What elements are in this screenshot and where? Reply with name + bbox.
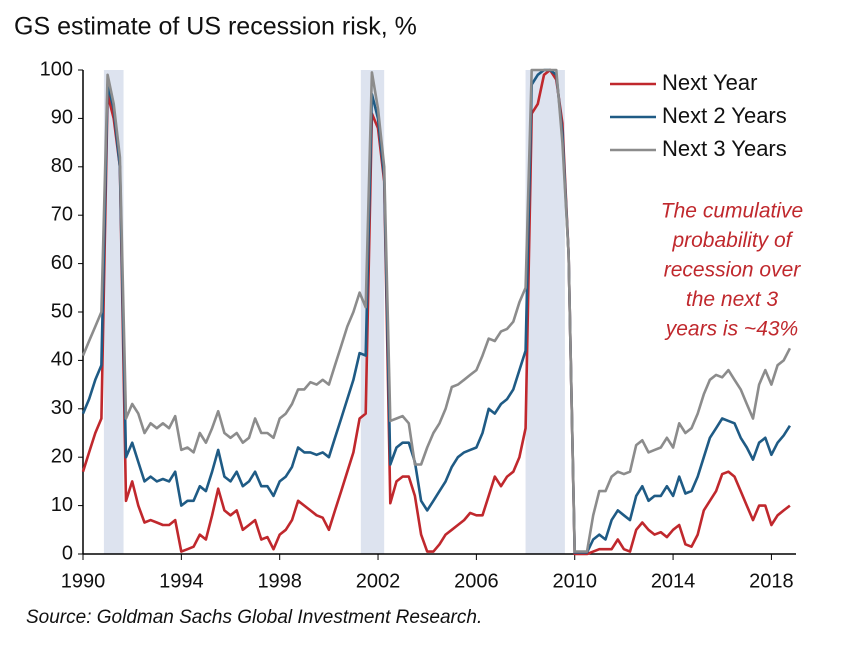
legend-label: Next 2 Years (662, 103, 787, 128)
y-tick-label: 20 (51, 445, 73, 467)
x-tick-label: 2018 (749, 570, 794, 592)
x-tick-label: 2006 (454, 570, 499, 592)
annotation: years is ~43% (664, 318, 798, 341)
x-tick-label: 2002 (356, 570, 401, 592)
y-tick-label: 40 (51, 349, 73, 371)
annotation: the next 3 (686, 288, 779, 311)
x-tick-label: 2010 (552, 570, 597, 592)
y-tick-label: 50 (51, 300, 73, 322)
y-tick-label: 90 (51, 107, 73, 129)
series-line (81, 68, 792, 553)
legend-label: Next 3 Years (662, 136, 787, 161)
y-tick-label: 80 (51, 155, 73, 177)
y-tick-label: 10 (51, 494, 73, 516)
series-line (81, 68, 791, 554)
series-line (81, 68, 791, 556)
x-tick-label: 2014 (651, 570, 696, 592)
chart-title: GS estimate of US recession risk, % (14, 13, 417, 41)
x-tick-label: 1998 (257, 570, 302, 592)
annotation: recession over (664, 259, 802, 282)
annotation: probability of (671, 229, 793, 252)
legend-label: Next Year (662, 70, 757, 95)
y-tick-label: 0 (62, 542, 73, 564)
y-tick-label: 60 (51, 252, 73, 274)
x-tick-label: 1994 (159, 570, 204, 592)
x-tick-label: 1990 (61, 570, 106, 592)
recession-band (103, 70, 124, 554)
recession-band (360, 70, 385, 554)
y-tick-label: 70 (51, 203, 73, 225)
annotation: The cumulative (661, 200, 803, 223)
y-tick-label: 100 (40, 58, 73, 80)
y-tick-label: 30 (51, 397, 73, 419)
source-note: Source: Goldman Sachs Global Investment … (26, 607, 482, 628)
